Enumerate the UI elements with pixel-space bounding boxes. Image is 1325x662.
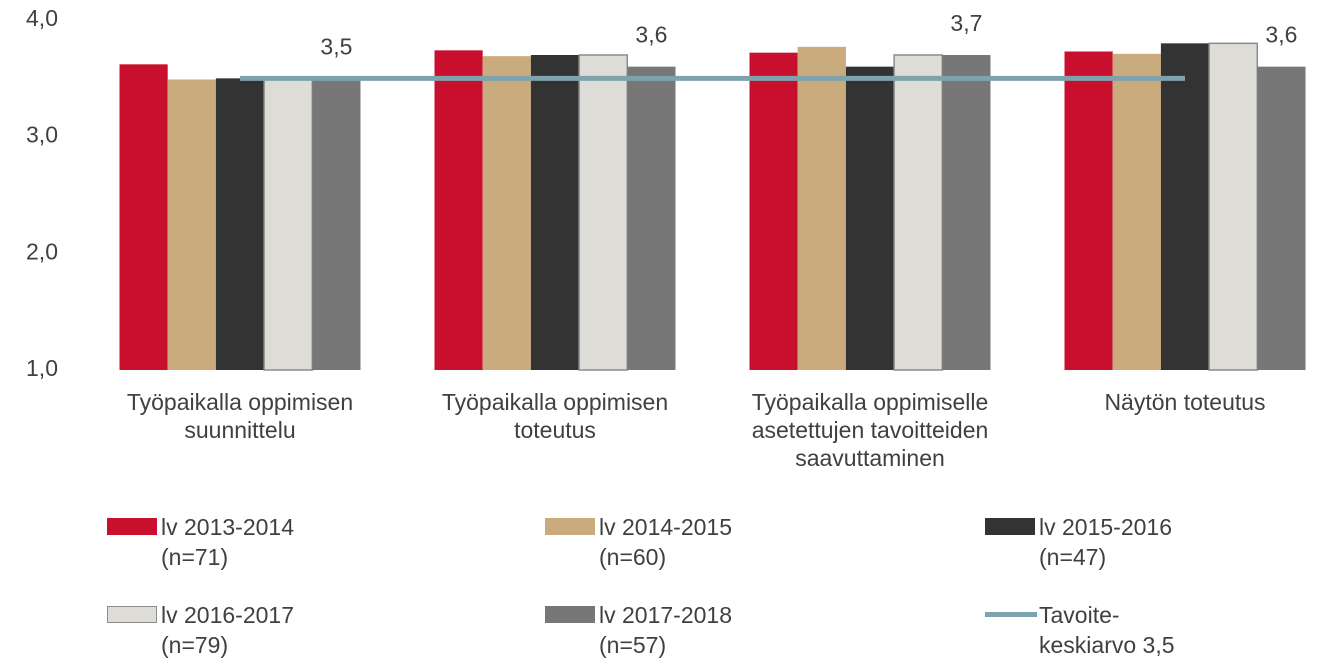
x-tick-label: Näytön toteutus xyxy=(1104,389,1266,415)
y-tick-label: 2,0 xyxy=(26,238,58,264)
y-tick-label: 3,0 xyxy=(26,122,58,148)
bar xyxy=(627,66,676,371)
bar xyxy=(482,56,531,371)
legend-swatch xyxy=(985,518,1035,535)
bar xyxy=(1112,53,1161,370)
legend-swatch xyxy=(107,518,157,535)
y-tick-label: 1,0 xyxy=(26,355,58,381)
legend-label: lv 2017-2018 (n=57) xyxy=(599,602,732,658)
data-label: 3,6 xyxy=(1265,22,1297,48)
legend-swatch xyxy=(985,612,1037,617)
legend-swatch xyxy=(545,606,595,623)
bar xyxy=(1208,42,1259,371)
bar xyxy=(119,64,168,370)
bar xyxy=(1064,51,1113,370)
y-tick-label: 4,0 xyxy=(26,5,58,31)
legend-label: lv 2016-2017 (n=79) xyxy=(161,602,294,658)
bar xyxy=(845,66,895,371)
bar xyxy=(578,54,629,371)
legend-label: lv 2015-2016 (n=47) xyxy=(1039,514,1172,570)
bar xyxy=(749,52,798,371)
bar xyxy=(215,78,265,370)
data-label: 3,6 xyxy=(635,22,667,48)
data-label: 3,7 xyxy=(950,10,982,36)
legend-swatch xyxy=(545,518,595,535)
bar xyxy=(312,78,361,370)
data-label: 3,5 xyxy=(320,33,352,59)
legend-label: lv 2014-2015 (n=60) xyxy=(599,514,732,570)
bar xyxy=(263,77,314,371)
bar xyxy=(530,55,580,370)
bar xyxy=(942,55,991,370)
x-tick-label: Työpaikalla oppimisen toteutus xyxy=(441,389,669,443)
bar xyxy=(167,79,216,370)
bar xyxy=(1257,66,1306,371)
x-tick-label: Työpaikalla oppimiselle asetettujen tavo… xyxy=(751,389,989,471)
legend-label: lv 2013-2014 (n=71) xyxy=(161,514,294,570)
x-tick-label: Työpaikalla oppimisen suunnittelu xyxy=(126,389,354,443)
bar xyxy=(1160,43,1210,370)
legend-label: Tavoite- keskiarvo 3,5 xyxy=(1039,602,1175,658)
bar xyxy=(797,46,846,370)
legend-swatch xyxy=(107,606,157,623)
bar xyxy=(434,50,483,370)
bar xyxy=(893,54,944,371)
